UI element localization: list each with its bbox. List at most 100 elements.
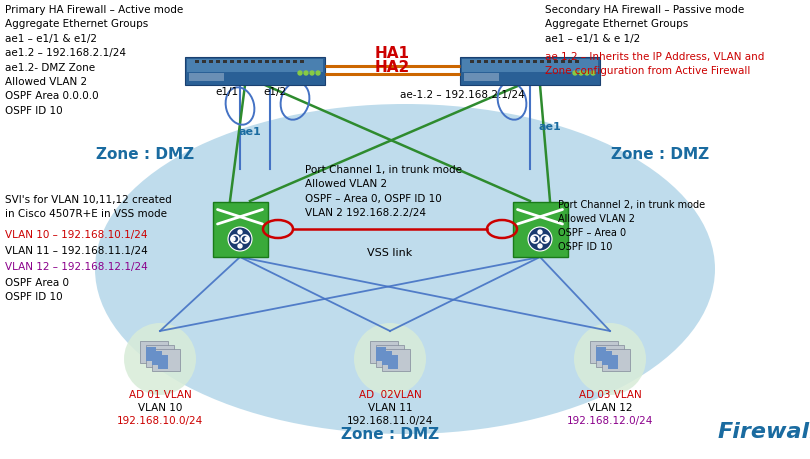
FancyBboxPatch shape [540,61,544,64]
Circle shape [228,228,252,252]
FancyBboxPatch shape [272,61,276,64]
FancyBboxPatch shape [244,61,248,64]
FancyBboxPatch shape [237,61,241,64]
FancyBboxPatch shape [533,61,537,64]
Text: Primary HA Firewall – Active mode
Aggregate Ethernet Groups
ae1 – e1/1 & e1/2
ae: Primary HA Firewall – Active mode Aggreg… [5,5,183,116]
Text: HA2: HA2 [375,59,410,74]
FancyBboxPatch shape [554,61,558,64]
Circle shape [304,72,308,76]
FancyBboxPatch shape [223,61,227,64]
FancyBboxPatch shape [189,74,224,82]
FancyBboxPatch shape [519,61,523,64]
Circle shape [531,237,535,241]
FancyBboxPatch shape [498,61,502,64]
Ellipse shape [95,105,715,434]
Text: OSPF Area 0
OSPF ID 10: OSPF Area 0 OSPF ID 10 [5,277,69,302]
Text: ae-1.2 – 192.168.2.1/24: ae-1.2 – 192.168.2.1/24 [400,90,525,100]
Circle shape [591,72,595,76]
Circle shape [354,323,426,395]
FancyBboxPatch shape [146,345,174,367]
Circle shape [245,237,249,241]
FancyBboxPatch shape [602,351,612,365]
Text: VLAN 11: VLAN 11 [368,402,412,412]
FancyBboxPatch shape [152,351,162,365]
FancyBboxPatch shape [265,61,269,64]
Text: Zone : DMZ: Zone : DMZ [341,426,439,442]
Circle shape [298,72,302,76]
FancyBboxPatch shape [462,60,598,73]
Text: HA1: HA1 [375,46,410,62]
FancyBboxPatch shape [382,349,410,371]
FancyBboxPatch shape [376,345,404,367]
FancyBboxPatch shape [376,347,386,361]
FancyBboxPatch shape [575,61,579,64]
Circle shape [316,72,320,76]
FancyBboxPatch shape [568,61,572,64]
Circle shape [231,237,235,241]
Circle shape [124,323,196,395]
FancyBboxPatch shape [140,341,168,363]
Text: VLAN 10 – 192.168.10.1/24: VLAN 10 – 192.168.10.1/24 [5,230,147,240]
FancyBboxPatch shape [464,74,499,82]
FancyBboxPatch shape [505,61,509,64]
Text: 192.168.12.0/24: 192.168.12.0/24 [567,415,653,425]
Text: Firewall.cx: Firewall.cx [718,421,810,441]
FancyBboxPatch shape [202,61,206,64]
Circle shape [238,230,242,235]
FancyBboxPatch shape [526,61,530,64]
Text: e1/2: e1/2 [263,87,287,97]
FancyBboxPatch shape [293,61,297,64]
FancyBboxPatch shape [477,61,481,64]
Text: Port Channel 1, in trunk mode
Allowed VLAN 2
OSPF – Area 0, OSPF ID 10
VLAN 2 19: Port Channel 1, in trunk mode Allowed VL… [305,165,462,218]
Text: 192.168.10.0/24: 192.168.10.0/24 [117,415,203,425]
Text: Zone : DMZ: Zone : DMZ [611,147,709,162]
FancyBboxPatch shape [596,345,624,367]
FancyBboxPatch shape [470,61,474,64]
FancyBboxPatch shape [146,347,156,361]
FancyBboxPatch shape [484,61,488,64]
Circle shape [310,72,314,76]
Text: ae1: ae1 [539,122,561,132]
FancyBboxPatch shape [195,61,199,64]
Text: AD 01 VLAN: AD 01 VLAN [129,389,191,399]
Circle shape [579,72,583,76]
FancyBboxPatch shape [258,61,262,64]
FancyBboxPatch shape [158,355,168,369]
FancyBboxPatch shape [382,351,392,365]
Text: Zone : DMZ: Zone : DMZ [96,147,194,162]
Text: ae1: ae1 [239,127,262,137]
FancyBboxPatch shape [590,341,618,363]
FancyBboxPatch shape [561,61,565,64]
FancyBboxPatch shape [152,349,180,371]
FancyBboxPatch shape [388,355,398,369]
Text: VSS link: VSS link [368,247,412,257]
Text: AD  02VLAN: AD 02VLAN [359,389,421,399]
FancyBboxPatch shape [547,61,551,64]
FancyBboxPatch shape [460,58,600,86]
Text: VLAN 11 – 192.168.11.1/24: VLAN 11 – 192.168.11.1/24 [5,246,147,256]
FancyBboxPatch shape [185,58,325,86]
FancyBboxPatch shape [491,61,495,64]
FancyBboxPatch shape [513,202,568,257]
FancyBboxPatch shape [596,347,606,361]
Text: AD 03 VLAN: AD 03 VLAN [578,389,642,399]
Circle shape [585,72,589,76]
Text: VLAN 12 – 192.168.12.1/24: VLAN 12 – 192.168.12.1/24 [5,262,147,271]
Text: ae 1.2 – Inherits the IP Address, VLAN and
Zone configuration from Active Firewa: ae 1.2 – Inherits the IP Address, VLAN a… [545,52,765,76]
Circle shape [238,245,242,248]
FancyBboxPatch shape [370,341,398,363]
Circle shape [574,323,646,395]
FancyBboxPatch shape [212,202,267,257]
Text: Port Channel 2, in trunk mode
Allowed VLAN 2
OSPF – Area 0
OSPF ID 10: Port Channel 2, in trunk mode Allowed VL… [558,200,706,252]
FancyBboxPatch shape [209,61,213,64]
FancyBboxPatch shape [230,61,234,64]
Circle shape [538,245,542,248]
Text: Secondary HA Firewall – Passive mode
Aggregate Ethernet Groups
ae1 – e1/1 & e 1/: Secondary HA Firewall – Passive mode Agg… [545,5,744,44]
FancyBboxPatch shape [608,355,618,369]
Circle shape [538,230,542,235]
FancyBboxPatch shape [512,61,516,64]
Text: VLAN 12: VLAN 12 [588,402,633,412]
FancyBboxPatch shape [286,61,290,64]
FancyBboxPatch shape [251,61,255,64]
Text: 192.168.11.0/24: 192.168.11.0/24 [347,415,433,425]
